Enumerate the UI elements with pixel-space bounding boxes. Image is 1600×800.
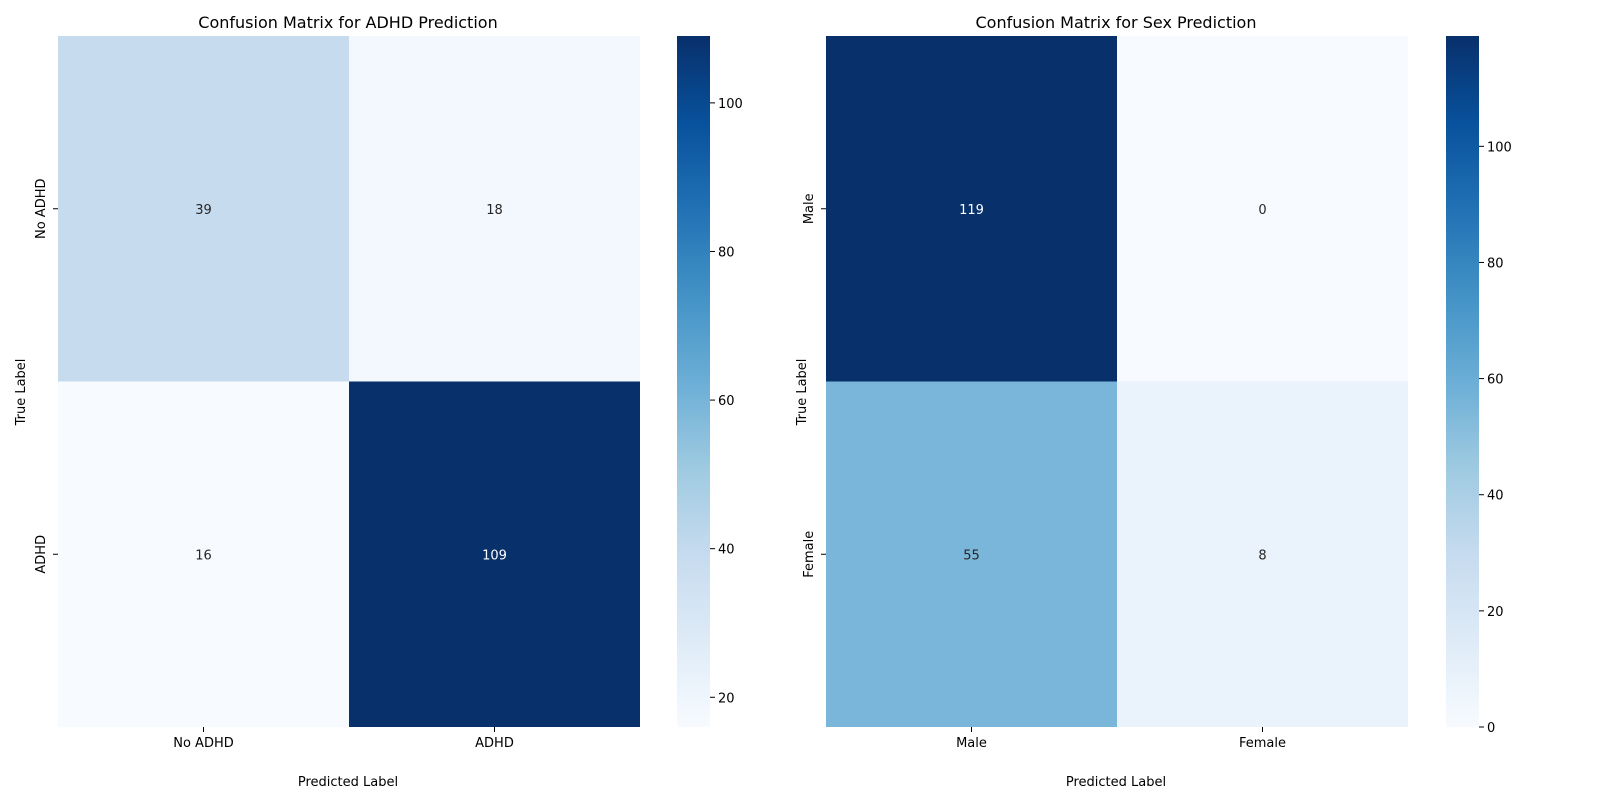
sex-cell-r1-c0	[826, 381, 1117, 727]
adhd-y-tick-label: ADHD	[34, 535, 49, 574]
adhd-y-ticks: No ADHD ADHD	[34, 179, 58, 574]
adhd-cell-r0-c1	[349, 36, 640, 382]
adhd-x-ticks: No ADHD ADHD	[173, 727, 514, 751]
sex-cell-label-r0-c0: 119	[959, 203, 984, 218]
adhd-confusion-matrix: Confusion Matrix for ADHD Prediction 39 1…	[14, 13, 743, 790]
sex-colorbar-tick-label: 80	[1487, 256, 1504, 271]
sex-colorbar-tick-label: 20	[1487, 605, 1504, 620]
adhd-y-axis-label: True Label	[14, 359, 29, 427]
sex-colorbar-gradient	[1446, 36, 1479, 727]
sex-x-tick-label: Female	[1239, 736, 1286, 751]
adhd-x-tick-label: ADHD	[475, 736, 514, 751]
sex-x-tick-label: Male	[956, 736, 987, 751]
sex-heatmap-cells: 119 0 55 8	[826, 36, 1408, 727]
adhd-cell-r1-c1	[349, 381, 640, 727]
adhd-chart-title: Confusion Matrix for ADHD Prediction	[198, 13, 497, 32]
sex-cell-r0-c0	[826, 36, 1117, 382]
sex-cell-label-r1-c0: 55	[963, 548, 980, 563]
sex-y-tick-label: Female	[802, 531, 817, 578]
adhd-colorbar-tick-label: 80	[718, 245, 735, 260]
adhd-cell-label-r1-c0: 16	[195, 548, 212, 563]
sex-x-ticks: Male Female	[956, 727, 1286, 751]
sex-cell-label-r0-c1: 0	[1258, 203, 1266, 218]
adhd-cell-label-r0-c0: 39	[195, 203, 212, 218]
adhd-colorbar-tick-label: 60	[718, 394, 735, 409]
sex-colorbar: 0 20 40 60 80 100	[1446, 36, 1512, 736]
adhd-cell-label-r1-c1: 109	[482, 548, 507, 563]
sex-chart-title: Confusion Matrix for Sex Prediction	[976, 13, 1257, 32]
sex-y-ticks: Male Female	[802, 193, 826, 578]
adhd-colorbar: 20 40 60 80 100	[677, 36, 743, 727]
sex-confusion-matrix: Confusion Matrix for Sex Prediction 119 0…	[795, 13, 1512, 790]
adhd-cell-r0-c0	[58, 36, 349, 382]
adhd-cell-label-r0-c1: 18	[486, 203, 503, 218]
adhd-colorbar-tick-label: 20	[718, 691, 735, 706]
sex-y-axis-label: True Label	[795, 359, 810, 427]
sex-colorbar-tick-label: 60	[1487, 373, 1504, 388]
sex-cell-label-r1-c1: 8	[1258, 548, 1266, 563]
sex-colorbar-tick-label: 40	[1487, 489, 1504, 504]
adhd-x-axis-label: Predicted Label	[298, 775, 398, 790]
adhd-colorbar-tick-label: 40	[718, 543, 735, 558]
adhd-cell-r1-c0	[58, 381, 349, 727]
sex-x-axis-label: Predicted Label	[1066, 775, 1166, 790]
sex-cell-r0-c1	[1117, 36, 1408, 382]
sex-cell-r1-c1	[1117, 381, 1408, 727]
sex-colorbar-tick-label: 0	[1487, 721, 1495, 736]
adhd-colorbar-tick-label: 100	[718, 97, 743, 112]
adhd-y-tick-label: No ADHD	[34, 179, 49, 240]
sex-y-tick-label: Male	[802, 193, 817, 224]
adhd-heatmap-cells: 39 18 16 109	[58, 36, 640, 727]
sex-colorbar-tick-label: 100	[1487, 140, 1512, 155]
adhd-colorbar-gradient	[677, 36, 710, 727]
adhd-x-tick-label: No ADHD	[173, 736, 234, 751]
